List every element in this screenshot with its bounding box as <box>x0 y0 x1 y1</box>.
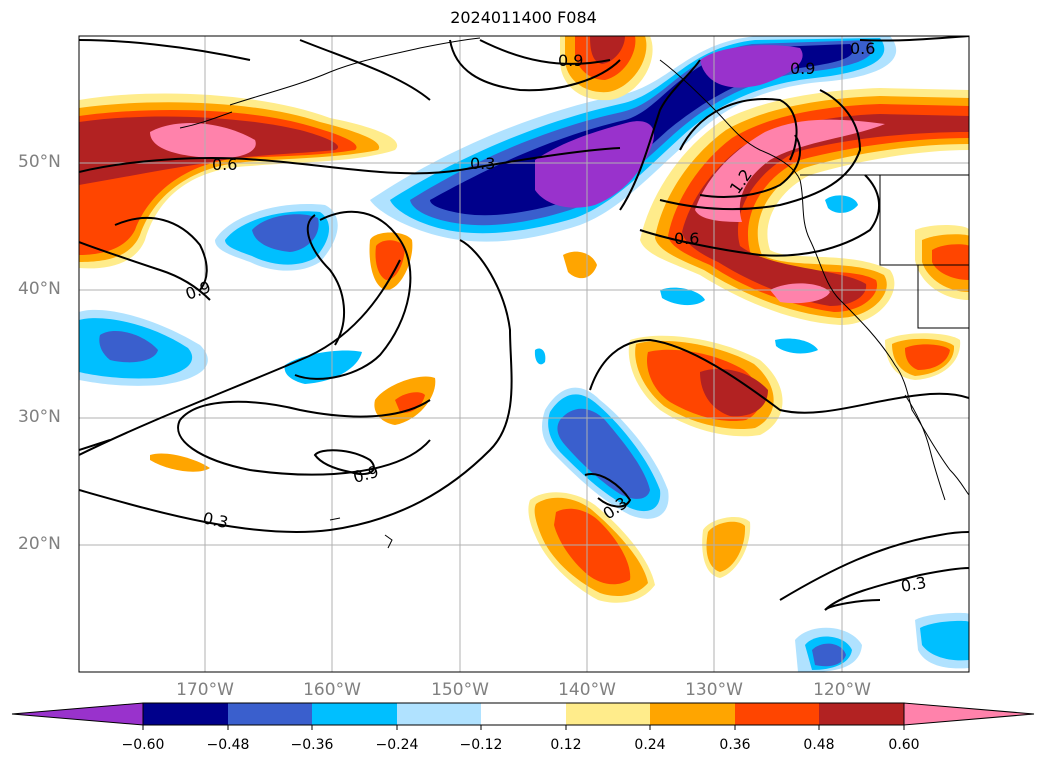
colorbar <box>11 702 1035 730</box>
colorbar-tick-label: 0.48 <box>803 737 835 753</box>
colorbar-segment <box>481 703 566 725</box>
contour-labels: 0.3 0.6 0.9 0.9 0.9 0.3 0.6 0.9 0.3 0.6 … <box>183 39 928 596</box>
colorbar-segment <box>650 703 735 725</box>
contour-label: 0.3 <box>470 154 495 173</box>
lat-label: 20°N <box>18 534 61 554</box>
lon-label: 150°W <box>431 680 489 700</box>
map-frame <box>78 35 970 673</box>
colorbar-segment <box>228 703 312 725</box>
contour-label: 0.9 <box>790 59 815 78</box>
colorbar-tick-label: −0.24 <box>375 737 419 753</box>
lon-label: 170°W <box>176 680 234 700</box>
contour-label: 0.9 <box>558 51 583 70</box>
colorbar-tick-label: −0.48 <box>206 737 250 753</box>
colorbar-segment <box>566 703 650 725</box>
contour-label: 0.9 <box>351 462 381 487</box>
contour-lines <box>79 36 969 611</box>
lon-label: 140°W <box>558 680 616 700</box>
contour-label: 0.6 <box>850 39 875 58</box>
colorbar-segment <box>819 703 904 725</box>
coastlines <box>179 37 969 549</box>
contour-label: 0.6 <box>212 155 237 174</box>
lon-label: 130°W <box>685 680 743 700</box>
contour-label: 0.6 <box>674 229 699 248</box>
colorbar-tick-label: 0.12 <box>550 737 582 753</box>
colorbar-tick-label: 0.24 <box>634 737 666 753</box>
colorbar-tick-label: −0.36 <box>290 737 334 753</box>
colorbar-segment <box>312 703 397 725</box>
colorbar-tick-label: −0.12 <box>459 737 503 753</box>
lon-label: 120°W <box>813 680 871 700</box>
colorbar-extend-low <box>11 702 144 726</box>
lon-label: 160°W <box>303 680 361 700</box>
lat-label: 30°N <box>18 407 61 427</box>
colorbar-segment <box>143 703 228 725</box>
shaded-field <box>79 36 969 672</box>
colorbar-extend-high <box>903 702 1035 726</box>
contour-label: 0.3 <box>899 573 927 596</box>
lat-label: 50°N <box>18 152 61 172</box>
colorbar-segment <box>397 703 481 725</box>
colorbar-tick-label: −0.60 <box>121 737 165 753</box>
lat-label: 40°N <box>18 279 61 299</box>
colorbar-segment <box>735 703 819 725</box>
contour-label: 0.3 <box>201 508 230 532</box>
colorbar-tick-label: 0.60 <box>888 737 920 753</box>
map-title: 2024011400 F084 <box>450 8 597 27</box>
colorbar-outline <box>142 702 905 726</box>
colorbar-tick-label: 0.36 <box>719 737 751 753</box>
